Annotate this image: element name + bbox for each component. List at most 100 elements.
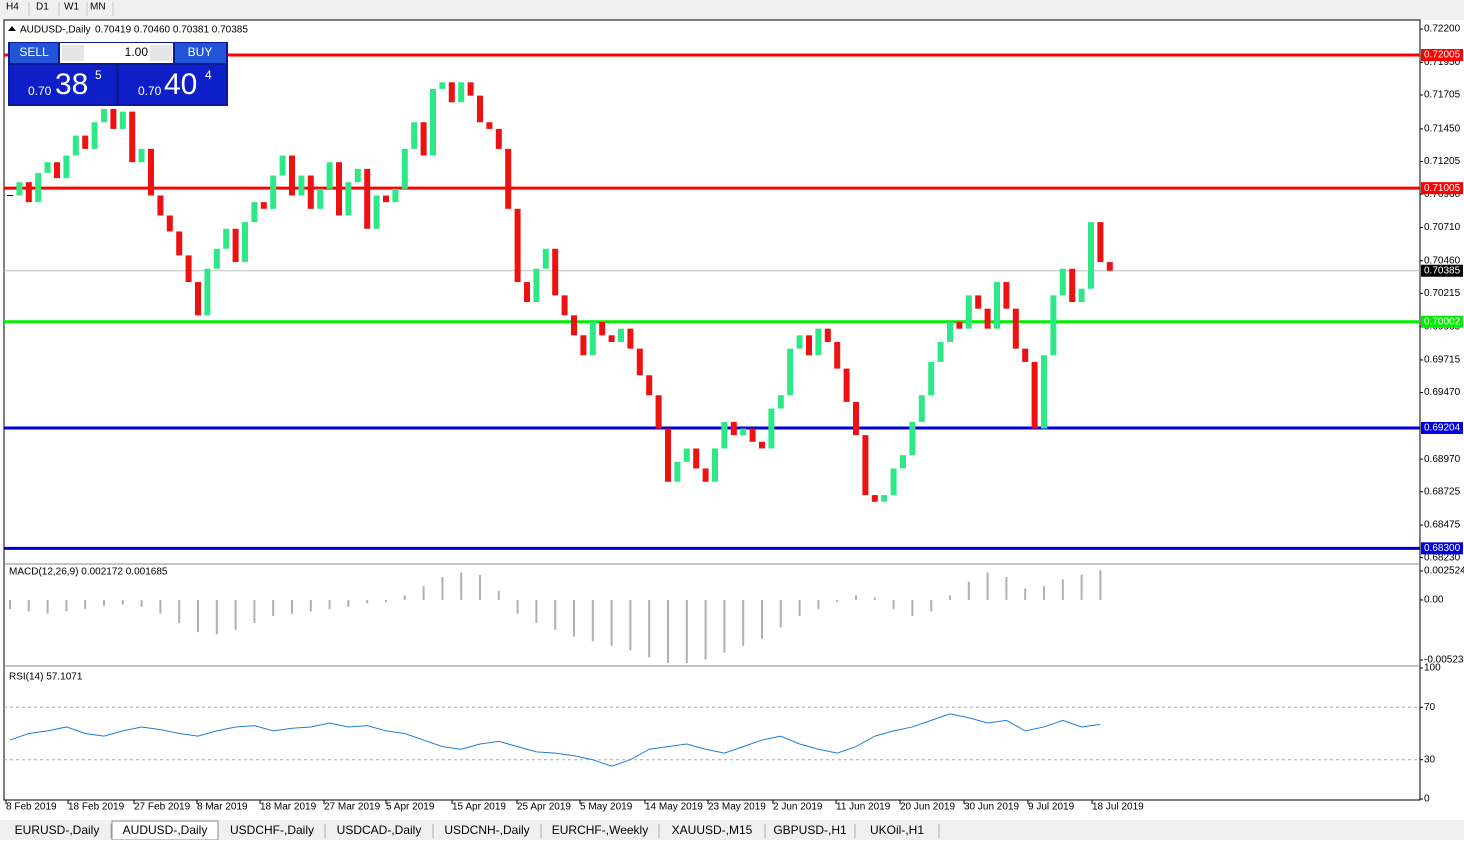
candle [542, 248, 549, 269]
y-tick-label: 0.68230 [1424, 552, 1461, 563]
one-click-trading: SELL 1.00 BUY 0.70 38 5 0.70 40 4 [8, 42, 228, 106]
candle [110, 108, 117, 129]
candle [448, 82, 455, 103]
current-price-box [1421, 264, 1463, 277]
x-tick-label: 5 Apr 2019 [386, 802, 435, 813]
chart-tab-label: EURCHF-,Weekly [552, 823, 648, 837]
candle [909, 421, 916, 456]
chart-tab[interactable] [766, 823, 854, 839]
candle [730, 421, 737, 436]
buy-button[interactable] [175, 43, 226, 63]
candle [533, 268, 540, 303]
candle [928, 361, 935, 396]
candle [918, 395, 925, 422]
candle [618, 328, 624, 342]
chart-tab[interactable] [220, 823, 324, 839]
candle [223, 228, 230, 249]
x-tick-label: 2 Jun 2019 [773, 802, 823, 813]
rsi-title: RSI(14) 57.1071 [9, 672, 83, 683]
y-tick-label: 0.70710 [1424, 222, 1461, 233]
level-box [1421, 182, 1463, 195]
candle [1088, 222, 1094, 289]
chart-tab[interactable] [660, 823, 764, 839]
candle [72, 135, 79, 156]
candle [796, 335, 803, 349]
x-tick-label: 11 Jun 2019 [836, 802, 891, 813]
chart-tab-label: UKOil-,H1 [870, 823, 924, 837]
candle [561, 295, 568, 316]
y-tick-label: 0.71205 [1424, 156, 1461, 167]
candle [674, 461, 681, 482]
candle [768, 408, 775, 449]
candle [740, 428, 747, 436]
chart-tab[interactable] [856, 823, 938, 839]
candle [279, 155, 286, 176]
candle [777, 395, 784, 409]
candle [364, 168, 371, 229]
x-tick-label: 8 Mar 2019 [197, 802, 248, 813]
candle [129, 111, 136, 163]
candle [646, 375, 653, 396]
sell-button[interactable] [10, 43, 58, 63]
candle [148, 148, 154, 196]
candle [232, 228, 239, 263]
lot-up[interactable] [150, 45, 172, 61]
x-tick-label: 8 Feb 2019 [6, 802, 57, 813]
chart-tab[interactable] [4, 823, 110, 839]
candle [138, 148, 145, 163]
chart-tab[interactable] [326, 823, 432, 839]
macd-title: MACD(12,26,9) 0.002172 0.001685 [9, 567, 168, 578]
candle [514, 208, 521, 283]
candle [1022, 348, 1029, 362]
candle [843, 368, 850, 402]
x-tick-label: 20 Jun 2019 [900, 802, 955, 813]
timeframe-button[interactable]: H4 [6, 2, 19, 13]
candle [655, 395, 662, 429]
candle [430, 88, 436, 156]
candle [495, 128, 502, 149]
ask-box[interactable] [119, 65, 226, 104]
candle [881, 495, 888, 502]
chart-tab[interactable] [434, 823, 540, 839]
candle [401, 148, 408, 189]
chart-tab-label: USDCNH-,Daily [444, 823, 529, 837]
candle [16, 182, 23, 196]
candle [458, 82, 465, 103]
candle [298, 175, 305, 196]
candle [260, 202, 267, 209]
candle [965, 295, 972, 329]
timeframe-button[interactable]: D1 [36, 2, 49, 13]
candle [242, 222, 248, 263]
candle [815, 328, 822, 356]
lot-down[interactable] [62, 45, 84, 61]
y-tick-label: 0.68970 [1424, 454, 1461, 465]
candle [975, 295, 982, 309]
candle [101, 108, 107, 123]
level-label: 0.68300 [1424, 543, 1461, 554]
collapse-arrow[interactable] [8, 26, 16, 31]
candle [213, 248, 220, 269]
bid-small: 5 [95, 68, 102, 82]
ask-big: 0.70 [138, 84, 162, 98]
candle [900, 455, 906, 469]
current-price-label: 0.70385 [1424, 265, 1461, 276]
candle [665, 428, 671, 482]
candle [354, 168, 361, 183]
y-tick-label: 0.69715 [1424, 355, 1461, 366]
candle [383, 195, 389, 203]
chart-ohlc: 0.70419 0.70460 0.70381 0.70385 [95, 25, 248, 36]
bid-box[interactable] [10, 65, 116, 104]
candle [1069, 268, 1076, 303]
candle [307, 175, 314, 209]
candle [947, 321, 953, 342]
x-tick-label: 18 Jul 2019 [1092, 802, 1144, 813]
candle [1003, 282, 1010, 309]
chart-tab[interactable] [542, 823, 658, 839]
candle [54, 162, 60, 179]
lot-field[interactable] [60, 43, 173, 63]
y-tick-label: 0.71705 [1424, 90, 1461, 101]
timeframe-button[interactable]: W1 [64, 2, 79, 13]
candle [787, 348, 794, 396]
timeframe-button[interactable]: MN [90, 2, 106, 13]
y-tick-label: 70 [1424, 702, 1436, 713]
